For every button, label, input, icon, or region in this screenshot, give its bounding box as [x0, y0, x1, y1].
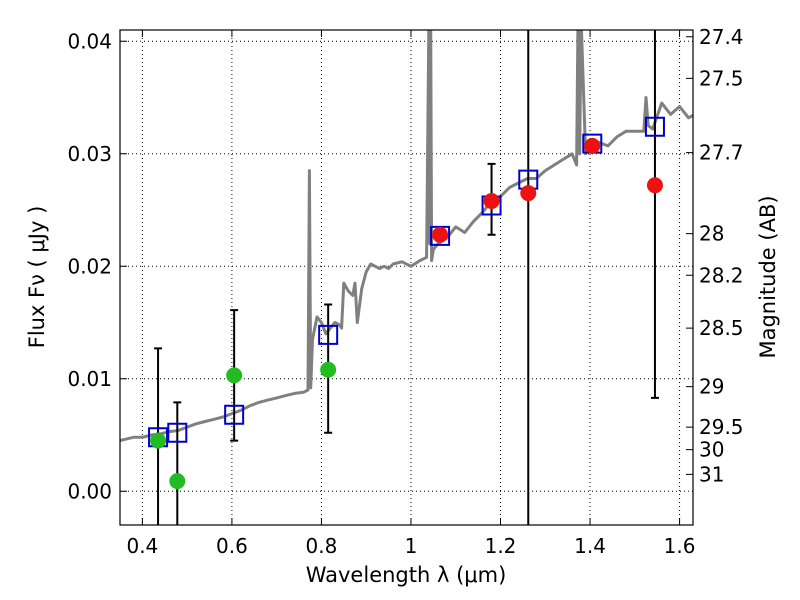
detection-point [483, 193, 500, 209]
magnitude-tick-label: 27.7 [699, 141, 744, 165]
magnitude-tick-label: 27.4 [699, 25, 744, 49]
x-tick-label: 1.6 [664, 534, 696, 558]
magnitude-tick-label: 27.5 [699, 66, 744, 90]
detection-point [584, 137, 601, 154]
model-photometry-square [644, 116, 665, 137]
detection-point [320, 361, 337, 378]
model-photometry-square [167, 422, 188, 443]
x-tick-label: 0.6 [216, 534, 248, 558]
model-photometry-markers [148, 116, 665, 448]
magnitude-tick-label: 28.2 [699, 263, 744, 287]
x-tick-label: 1.4 [574, 534, 606, 558]
magnitude-tick-label: 29.5 [699, 415, 744, 439]
magnitude-tick-label: 31 [699, 462, 724, 486]
y-tick-label: 0.01 [67, 367, 112, 391]
plot-frame [119, 29, 694, 526]
x-tick-label: 0.4 [126, 534, 158, 558]
y-tick-label: 0.02 [67, 254, 112, 278]
magnitude-tick-label: 29 [699, 375, 724, 399]
magnitude-tick-label: 28.5 [699, 316, 744, 340]
detection-point [646, 177, 663, 194]
x-axis-label: Wavelength λ (μm) [306, 563, 507, 587]
magnitude-axis-label: Magnitude (AB) [756, 195, 780, 358]
x-tick-label: 1 [405, 534, 418, 558]
y-tick-label: 0.00 [67, 479, 112, 503]
x-axis-ticks: 0.4 0.6 0.8 1 1.2 1.4 1.6 [126, 30, 695, 558]
detection-point [226, 367, 243, 384]
plot-content [120, 30, 693, 525]
model-photometry-square [224, 404, 245, 425]
x-tick-label: 1.2 [485, 534, 517, 558]
y-tick-label: 0.04 [67, 29, 112, 53]
detection-markers [150, 137, 663, 490]
y-axis-label: Flux Fν ( μJy ) [25, 206, 49, 349]
grid-lines [120, 30, 693, 525]
detection-point [150, 432, 167, 449]
y-axis-ticks: 0.00 0.01 0.02 0.03 0.04 [67, 29, 127, 503]
y-tick-label: 0.03 [67, 142, 112, 166]
x-tick-label: 0.8 [306, 534, 338, 558]
model-photometry-square [318, 324, 339, 345]
plot-background [120, 30, 693, 525]
magnitude-tick-label: 30 [699, 438, 724, 462]
magnitude-tick-label: 28 [699, 222, 724, 246]
detection-point [432, 226, 449, 243]
detection-point [169, 473, 186, 490]
detection-point [520, 185, 537, 202]
